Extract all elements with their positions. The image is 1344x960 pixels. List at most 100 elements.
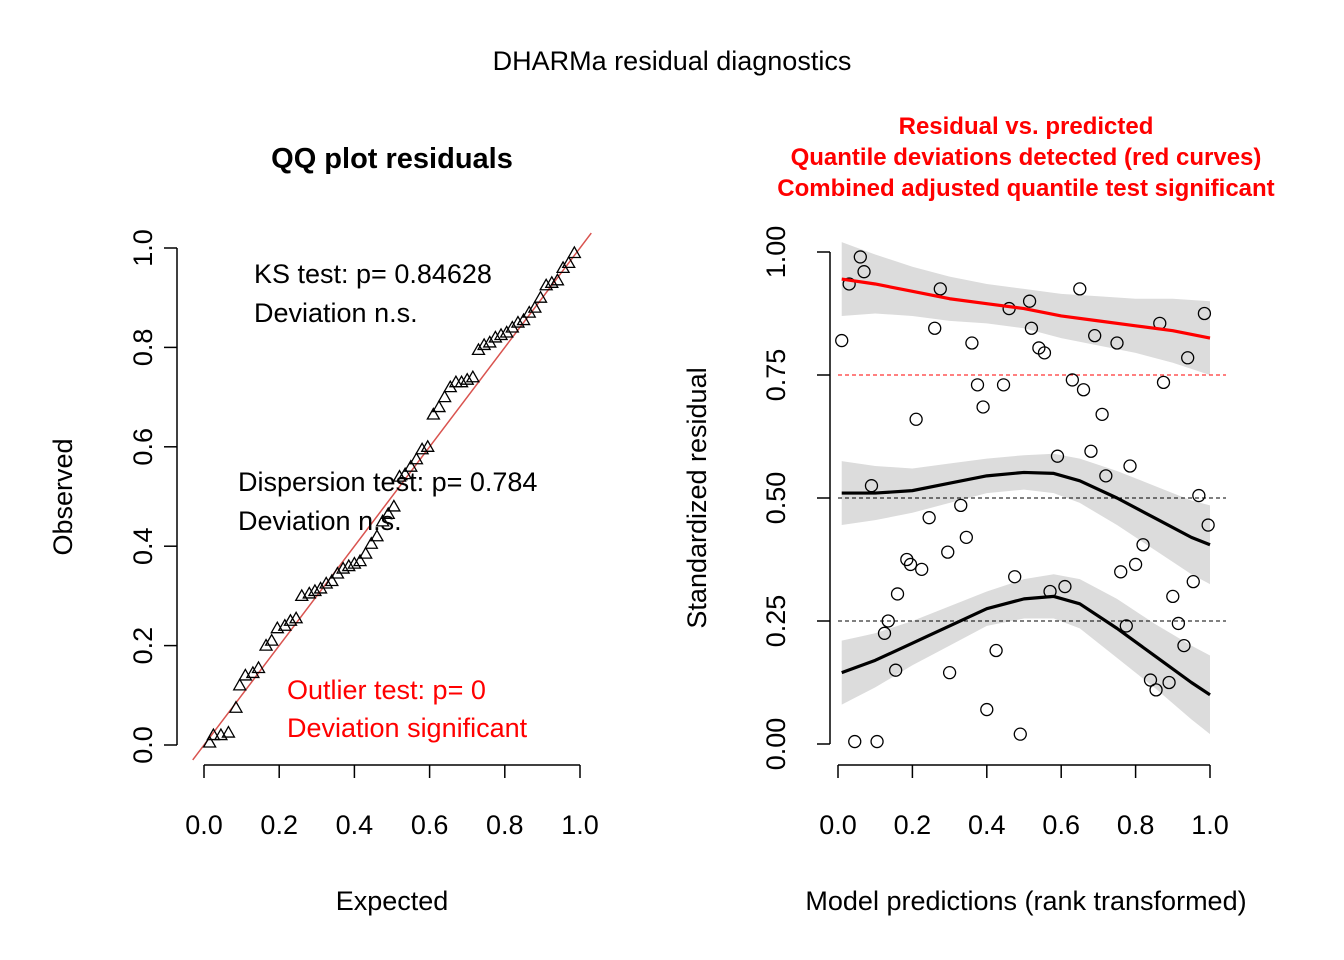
qq-point [288,610,304,624]
qq-point [550,272,565,286]
qq-point [426,407,441,420]
rp-y-tick-label: 0.75 [761,349,791,402]
rp-point [1076,383,1091,397]
qq-point [561,255,576,269]
rp-point [835,333,849,348]
qq-point [386,499,402,512]
rp-point [903,557,918,572]
rp-point [996,378,1011,392]
rp-y-tick-label: 0.50 [761,472,791,525]
rp-y-axis-label: Standardized residual [682,367,712,628]
rp-point [1065,373,1080,387]
qq-point [420,439,435,452]
qq-x-tick-label: 1.0 [561,810,599,840]
qq-y-tick-label: 0.6 [128,428,158,466]
qq-x-tick-label: 0.2 [260,810,298,840]
qq-point [270,620,285,634]
qq-point [539,277,554,291]
rp-y-tick-label: 1.00 [761,226,791,279]
qq-point [221,725,236,738]
qq-point [335,561,351,574]
qq-x-axis-label: Expected [336,886,449,916]
rp-point [1171,616,1186,631]
qq-ks-deviation-text: Deviation n.s. [254,298,418,328]
rp-point [877,626,892,640]
rp-point [976,400,990,414]
rp-point [1197,306,1212,321]
rp-point [1050,449,1065,463]
qq-point [347,556,362,569]
qq-y-ticks: 0.0 0.2 0.4 0.6 0.8 1.0 [128,229,177,764]
qq-x-tick-label: 0.6 [411,810,449,840]
rp-point [1156,375,1171,390]
qq-point [341,558,356,572]
qq-x-tick-label: 0.0 [185,810,223,840]
rp-x-tick-label: 0.6 [1042,810,1080,840]
qq-point [228,700,244,713]
rp-point [909,412,923,426]
qq-point [431,399,447,413]
qq-plot-panel: QQ plot residuals 0.0 0.2 0.4 0.6 0.8 1.0 0.0… [48,143,599,916]
rp-point [848,734,862,749]
rp-point [1110,336,1124,350]
qq-point [202,735,217,748]
rp-point [1181,351,1195,365]
qq-point [369,528,385,542]
rp-x-tick-label: 0.8 [1117,810,1155,840]
rp-point [1073,282,1087,296]
rp-point [1177,638,1191,653]
rp-x-axis-label: Model predictions (rank transformed) [805,886,1246,916]
rp-point [1022,294,1037,308]
rp-point [970,378,985,392]
qq-point [403,459,418,472]
qq-point [264,633,279,646]
qq-y-tick-label: 0.8 [128,329,158,367]
rp-y-ticks: 0.00 0.25 0.50 0.75 1.00 [761,226,830,770]
qq-x-tick-label: 0.8 [486,810,524,840]
rp-point [857,265,871,279]
rp-point [1024,321,1039,335]
rp-title-line-3: Combined adjusted quantile test signific… [777,175,1274,202]
rp-reference-lines [838,374,1226,622]
qq-outlier-test-text: Outlier test: p= 0 [287,675,486,705]
qq-point [488,330,503,343]
residual-vs-predicted-panel: Residual vs. predicted Quantile deviatio… [682,113,1275,916]
rp-x-tick-label: 0.0 [819,810,857,840]
rp-point [890,587,905,601]
rp-point [1166,589,1180,604]
qq-point [437,389,452,403]
qq-x-tick-label: 0.4 [336,810,374,840]
rp-band-q025 [841,574,1210,735]
rp-point [941,545,955,559]
qq-point [476,337,492,351]
rp-point [1037,346,1052,360]
rp-point [1008,570,1022,584]
rp-point [989,643,1003,658]
qq-y-tick-label: 0.0 [128,726,158,764]
rp-title-line-2: Quantile deviations detected (red curves… [791,144,1262,171]
rp-point [980,702,994,717]
qq-y-tick-label: 0.2 [128,627,158,665]
qq-point [352,553,368,567]
rp-x-tick-label: 0.4 [968,810,1006,840]
qq-point [510,315,526,328]
rp-point [1013,727,1027,741]
qq-y-axis-label: Observed [48,438,78,555]
qq-point [414,441,430,455]
qq-point [392,469,407,482]
rp-x-tick-label: 0.2 [894,810,932,840]
rp-point [881,614,895,628]
qq-point [493,327,509,341]
rp-point [954,498,968,513]
rp-point [928,321,942,335]
rp-point [1192,488,1206,503]
qq-point [319,576,334,589]
qq-dispersion-deviation-text: Deviation n.s. [238,506,402,536]
qq-point [251,660,266,674]
rp-point [1128,557,1143,572]
qq-point [324,573,339,587]
rp-point [870,734,884,749]
rp-quantile-curve-q05 [841,470,1211,547]
rp-point [1201,518,1215,532]
